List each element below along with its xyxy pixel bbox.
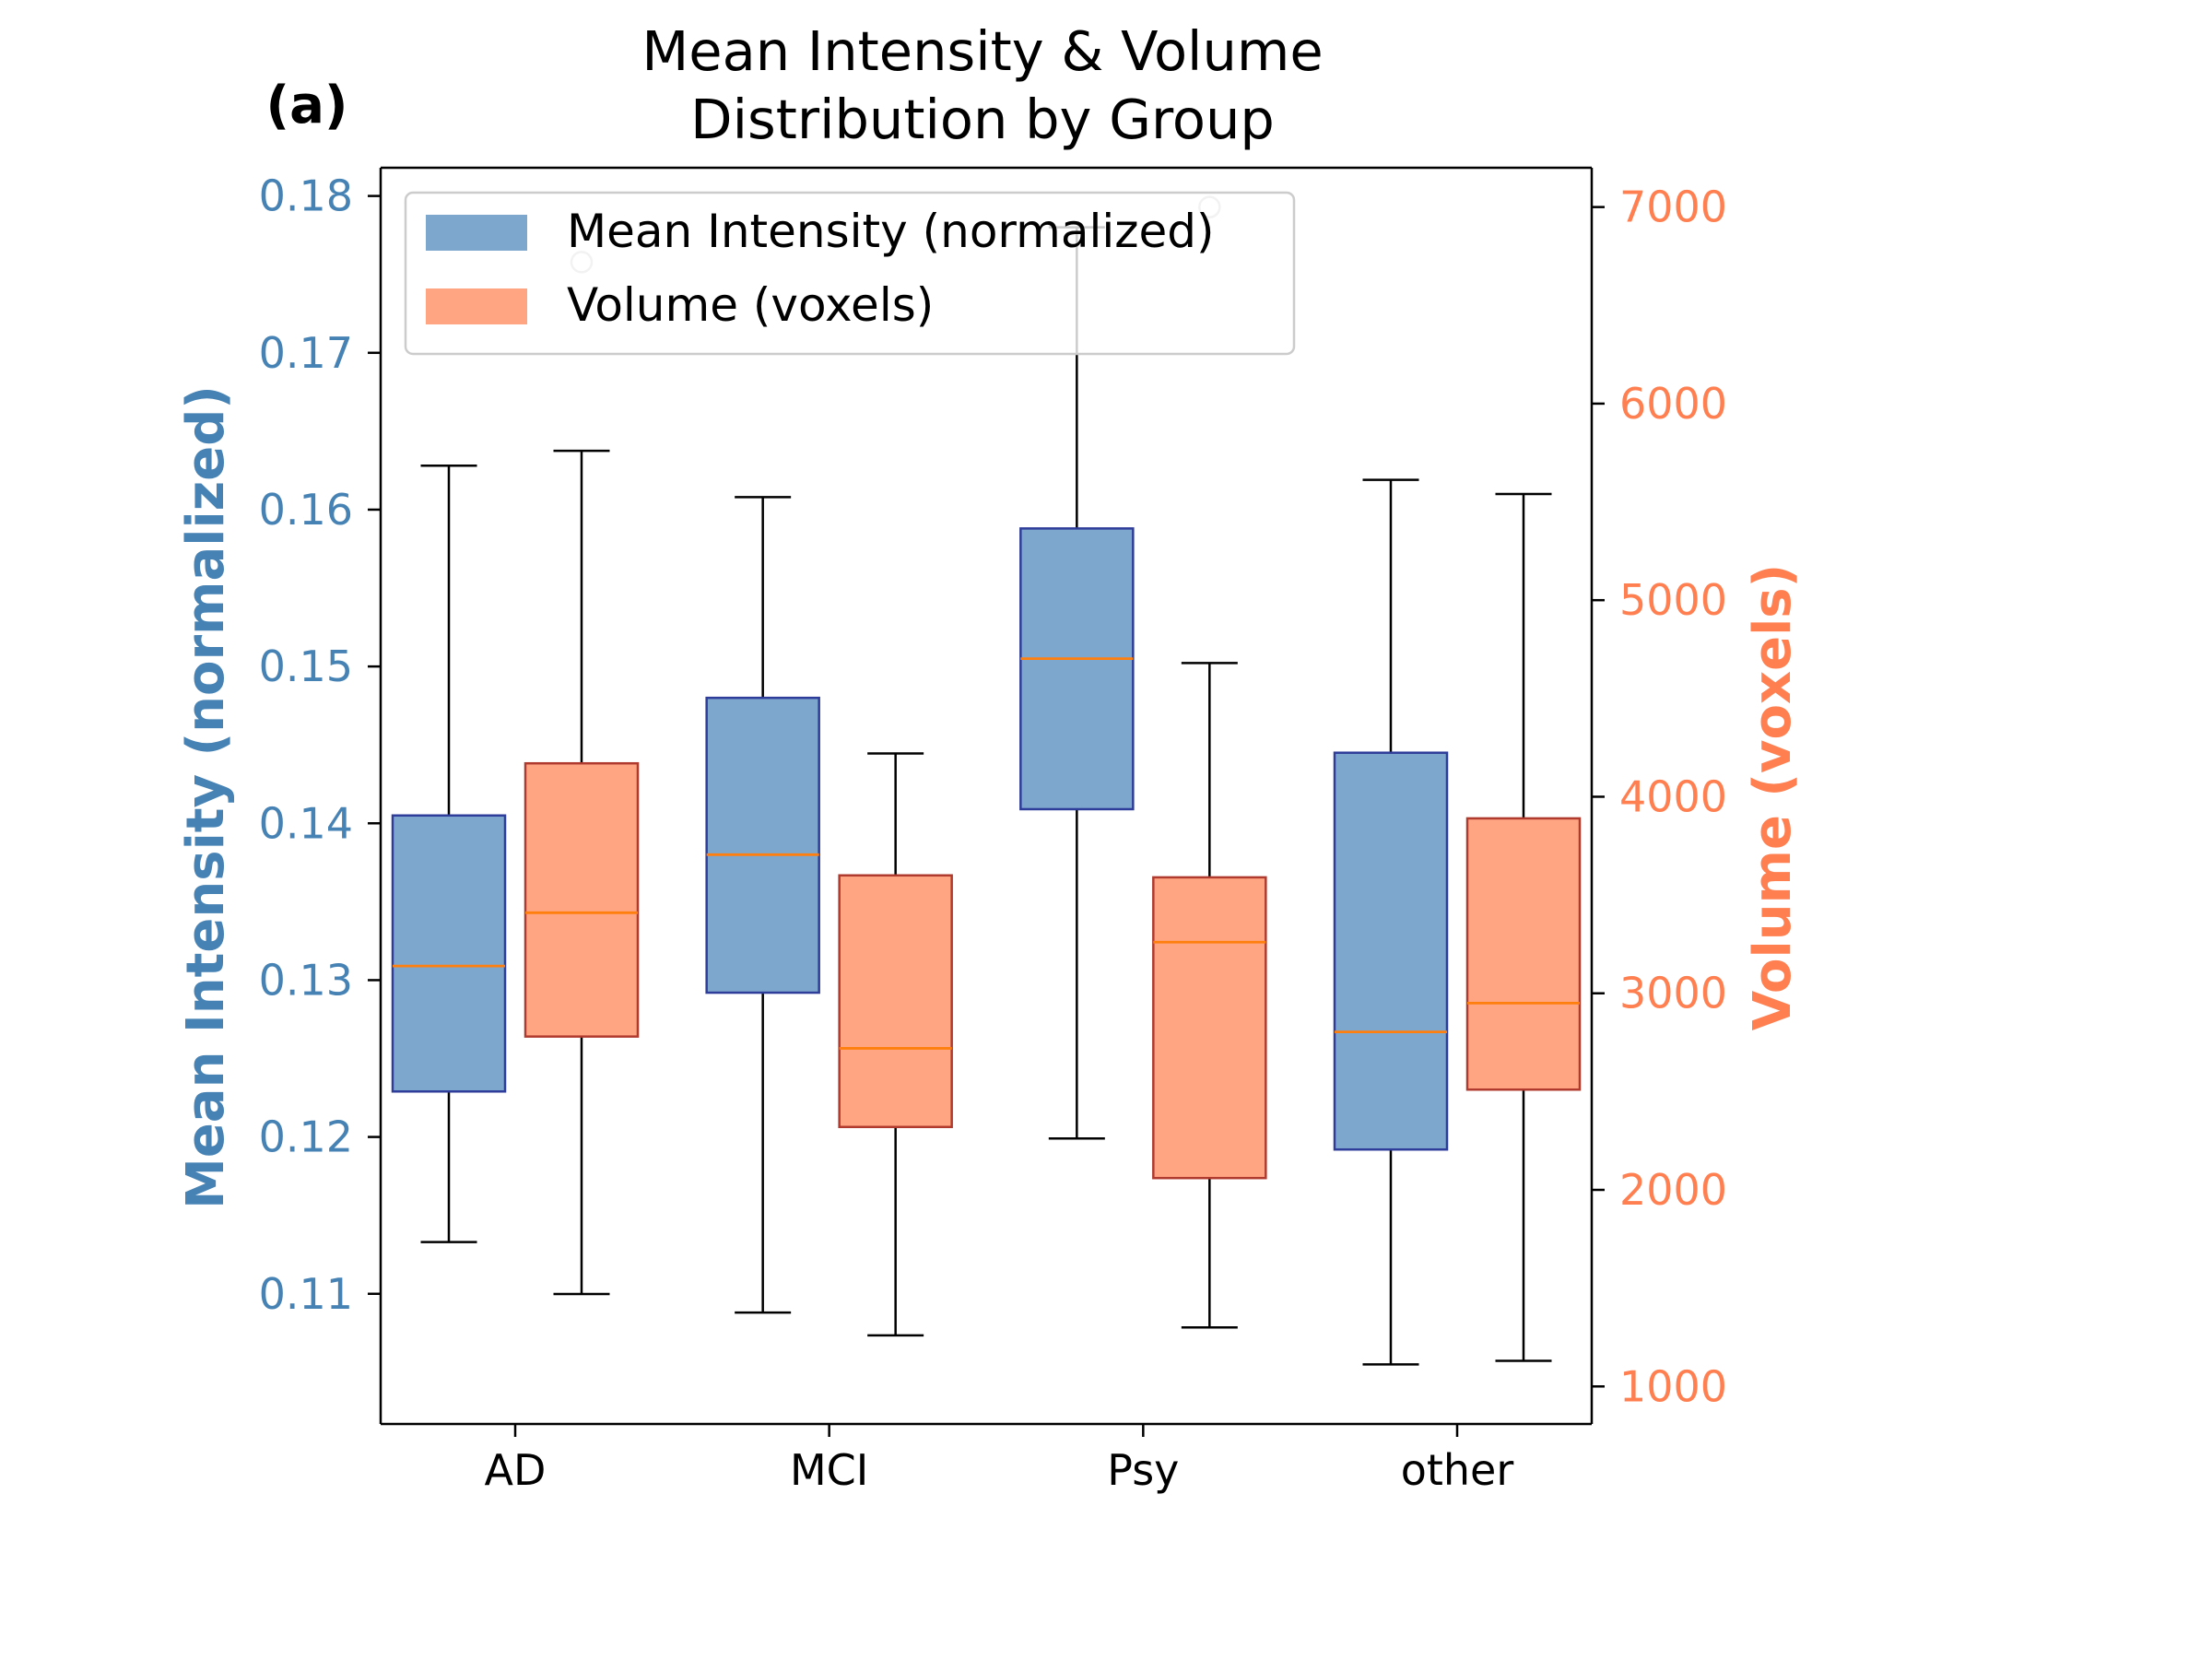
left-y-tick-label: 0.13: [259, 955, 353, 1005]
chart-title-line: Mean Intensity & Volume: [641, 19, 1323, 83]
right-y-tick-label: 2000: [1619, 1165, 1727, 1215]
chart-title-line: Distribution by Group: [690, 88, 1275, 151]
legend-label-mean-intensity: Mean Intensity (normalized): [567, 205, 1215, 258]
legend: Mean Intensity (normalized) Volume (voxe…: [404, 191, 1296, 356]
left-y-tick-label: 0.14: [259, 798, 353, 848]
series-mean-intensity: [391, 226, 1449, 1366]
left-y-tick-label: 0.17: [259, 328, 353, 378]
x-tick-label: other: [1401, 1445, 1514, 1495]
series-volume: [524, 195, 1582, 1362]
right-y-tick-label: 7000: [1619, 182, 1727, 232]
left-y-tick-label: 0.18: [259, 171, 353, 221]
box-iqr: [391, 814, 507, 1093]
x-tick-label: Psy: [1107, 1445, 1179, 1495]
box-iqr: [1152, 876, 1267, 1180]
right-y-tick-label: 5000: [1619, 575, 1727, 625]
x-axis: AD MCI Psy other: [485, 1424, 1514, 1495]
legend-box: [404, 191, 1296, 356]
chart-title: Mean Intensity & Volume Distribution by G…: [641, 19, 1323, 151]
right-y-tick-label: 6000: [1619, 379, 1727, 429]
boxes-layer: [391, 195, 1582, 1366]
right-y-axis: 1000 2000 3000 4000 5000 6000 7000: [1592, 182, 1727, 1411]
right-y-tick-label: 1000: [1619, 1361, 1727, 1411]
box-iqr: [1333, 751, 1449, 1151]
left-y-tick-label: 0.11: [259, 1269, 353, 1319]
left-y-tick-label: 0.15: [259, 641, 353, 691]
legend-label-volume: Volume (voxels): [567, 278, 934, 332]
box-iqr: [524, 761, 640, 1038]
legend-swatch-volume: [426, 288, 527, 324]
x-tick-label: MCI: [790, 1445, 868, 1495]
box-iqr: [1019, 527, 1135, 811]
left-y-tick-label: 0.12: [259, 1112, 353, 1162]
plot-frame: [379, 166, 1594, 1426]
right-y-tick-label: 4000: [1619, 771, 1727, 821]
right-y-axis-label: Volume (voxels): [1743, 564, 1803, 1030]
left-y-axis-label: Mean Intensity (normalized): [176, 385, 236, 1209]
panel-label: (a): [266, 76, 348, 135]
legend-swatch-mean-intensity: [426, 215, 527, 251]
box-iqr: [705, 696, 820, 994]
box-iqr: [838, 874, 953, 1129]
x-tick-label: AD: [485, 1445, 547, 1495]
right-y-tick-label: 3000: [1619, 969, 1727, 1018]
box-iqr: [1465, 817, 1582, 1091]
left-y-tick-label: 0.16: [259, 485, 353, 535]
left-y-axis: 0.11 0.12 0.13 0.14 0.15 0.16 0.17 0.18: [259, 171, 381, 1319]
